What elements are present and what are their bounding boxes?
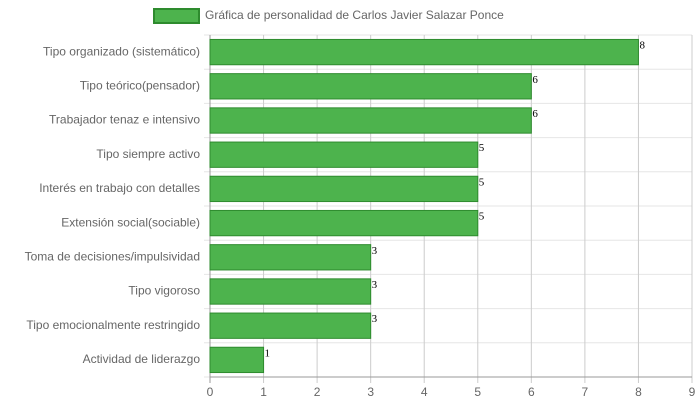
data-label: 5	[479, 211, 485, 223]
y-tick-label: Extensión social(sociable)	[61, 215, 200, 229]
bar	[209, 73, 532, 100]
bar	[209, 175, 479, 203]
data-label: 3	[372, 245, 378, 257]
bar	[209, 244, 372, 271]
bar	[209, 278, 372, 305]
y-tick-label: Tipo siempre activo	[96, 147, 200, 161]
x-tick-label: 5	[474, 385, 481, 399]
y-tick-label: Actividad de liderazgo	[83, 352, 201, 366]
y-tick-label: Tipo organizado (sistemático)	[43, 44, 200, 58]
y-tick-label: Tipo teórico(pensador)	[80, 78, 200, 92]
data-label: 8	[639, 40, 645, 52]
y-tick-label: Interés en trabajo con detalles	[39, 181, 200, 195]
x-tick-label: 9	[689, 385, 696, 399]
y-tick-label: Tipo vigoroso	[128, 284, 200, 298]
data-label: 5	[479, 176, 485, 188]
y-tick-label: Toma de decisiones/impulsividad	[25, 249, 200, 263]
data-label: 6	[532, 108, 538, 120]
data-label: 3	[372, 313, 378, 325]
bar	[209, 346, 265, 374]
legend-swatch	[153, 8, 200, 24]
x-tick-label: 6	[528, 385, 535, 399]
x-tick-label: 0	[207, 385, 214, 399]
x-tick-label: 8	[635, 385, 642, 399]
bar	[209, 38, 639, 66]
data-label: 1	[265, 347, 271, 359]
y-tick-label: Tipo emocionalmente restringido	[26, 318, 200, 332]
x-tick-label: 4	[421, 385, 428, 399]
legend-label: Gráfica de personalidad de Carlos Javier…	[205, 8, 504, 22]
data-label: 6	[532, 74, 538, 86]
x-tick-label: 2	[314, 385, 321, 399]
bar	[209, 107, 532, 134]
x-tick-label: 1	[260, 385, 267, 399]
x-tick-label: 7	[582, 385, 589, 399]
data-label: 5	[479, 142, 485, 154]
data-label: 3	[372, 279, 378, 291]
y-tick-label: Trabajador tenaz e intensivo	[49, 113, 200, 127]
bar	[209, 141, 479, 168]
bar	[209, 312, 372, 339]
x-tick-label: 3	[367, 385, 374, 399]
bar	[209, 209, 479, 237]
